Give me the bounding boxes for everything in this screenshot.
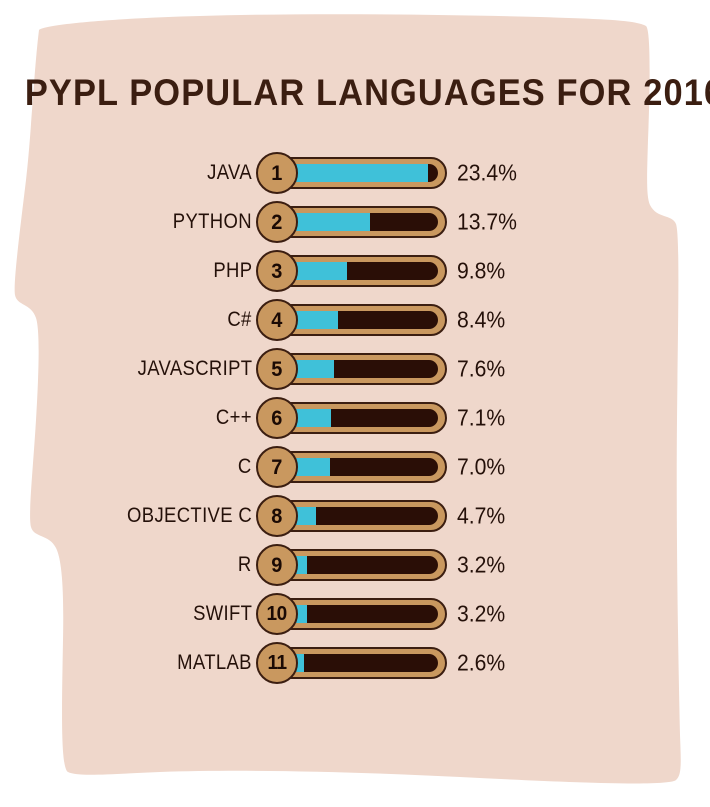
rank-badge: 11 [256,642,298,684]
bar-fill [288,262,347,280]
rank-badge: 1 [256,152,298,194]
language-label: MATLAB [177,651,252,674]
language-row: R 9 3.2% [0,544,710,586]
language-row: PHP 3 9.8% [0,250,710,292]
percentage-value: 7.0% [457,453,506,480]
percentage-value: 2.6% [457,649,506,676]
percentage-value: 3.2% [457,551,506,578]
rank-number: 10 [266,603,288,625]
bar-fill [288,360,334,378]
percentage-value: 9.8% [457,257,506,284]
bar-track [288,556,438,574]
bar-track [288,311,438,329]
language-row: SWIFT 10 3.2% [0,593,710,635]
language-label: JAVASCRIPT [137,357,252,380]
rank-number: 6 [271,406,283,430]
rank-badge: 9 [256,544,298,586]
rank-badge: 3 [256,250,298,292]
rank-badge: 8 [256,495,298,537]
bar-track [288,164,438,182]
rank-badge: 10 [256,593,298,635]
percentage-value: 4.7% [457,502,506,529]
rank-badge: 7 [256,446,298,488]
rank-number: 1 [271,161,283,185]
language-label: OBJECTIVE C [126,504,252,527]
bar-track [288,458,438,476]
language-label: C# [227,308,252,331]
page-title: PYPL POPULAR LANGUAGES FOR 2016 [24,72,710,113]
language-row: C 7 7.0% [0,446,710,488]
rank-number: 2 [271,210,283,234]
rank-badge: 4 [256,299,298,341]
percentage-value: 23.4% [457,159,518,186]
language-row: JAVASCRIPT 5 7.6% [0,348,710,390]
rank-number: 11 [267,652,287,674]
rank-number: 4 [271,308,283,332]
language-label: PYTHON [172,210,252,233]
bar-track [288,409,438,427]
rank-badge: 6 [256,397,298,439]
bar-track [288,262,438,280]
language-label: JAVA [207,161,252,184]
rank-number: 7 [271,455,283,479]
language-ranking-list: JAVA 1 23.4% PYTHON 2 13.7% PHP 3 9.8% C# 4 8.4% JAV… [0,152,710,691]
language-row: C++ 6 7.1% [0,397,710,439]
percentage-value: 7.1% [457,404,506,431]
language-label: PHP [212,259,252,282]
bar-track [288,360,438,378]
language-label: C++ [216,406,252,429]
language-row: PYTHON 2 13.7% [0,201,710,243]
percentage-value: 7.6% [457,355,506,382]
percentage-value: 13.7% [457,208,518,235]
percentage-value: 8.4% [457,306,506,333]
bar-fill [288,213,371,231]
bar-fill [288,164,429,182]
language-row: C# 4 8.4% [0,299,710,341]
bar-track [288,605,438,623]
language-label: SWIFT [192,602,252,625]
bar-track [288,213,438,231]
language-label: R [238,553,252,576]
bar-fill [288,409,331,427]
rank-number: 3 [271,259,283,283]
rank-number: 9 [271,553,283,577]
bar-fill [288,311,339,329]
language-row: MATLAB 11 2.6% [0,642,710,684]
percentage-value: 3.2% [457,600,506,627]
language-row: OBJECTIVE C 8 4.7% [0,495,710,537]
language-label: C [238,455,252,478]
rank-number: 8 [271,504,283,528]
bar-track [288,507,438,525]
bar-fill [288,458,330,476]
rank-badge: 5 [256,348,298,390]
rank-badge: 2 [256,201,298,243]
rank-number: 5 [271,357,283,381]
bar-track [288,654,438,672]
language-row: JAVA 1 23.4% [0,152,710,194]
